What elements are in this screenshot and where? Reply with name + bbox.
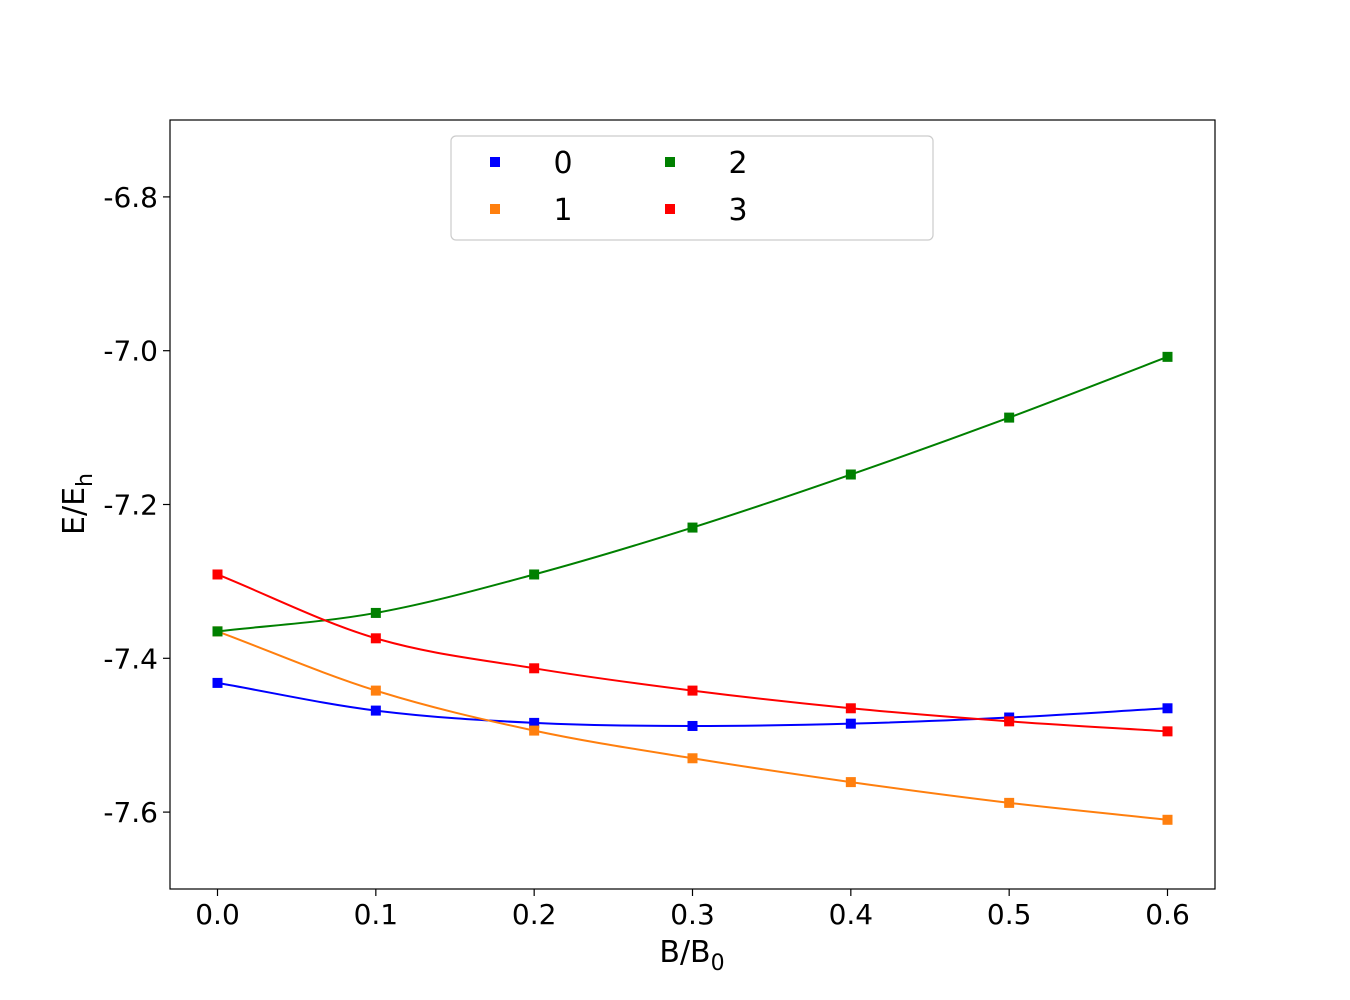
legend-marker (665, 157, 675, 167)
data-point (845, 469, 856, 480)
x-axis-label-subscript: 0 (711, 951, 725, 976)
x-tick-label: 0.6 (1145, 898, 1190, 931)
data-point (212, 569, 223, 580)
data-point (845, 777, 856, 788)
data-point (1162, 703, 1173, 714)
data-point (687, 522, 698, 533)
data-point (1004, 412, 1015, 423)
legend: 0 1 2 3 (450, 135, 934, 241)
legend-marker (665, 204, 675, 214)
y-axis: -6.8 -7.0 -7.2 -7.4 -7.6 (103, 181, 170, 829)
data-point (529, 725, 540, 736)
data-point (1004, 797, 1015, 808)
data-point (1162, 814, 1173, 825)
legend-label: 0 (553, 146, 572, 181)
x-axis: 0.0 0.1 0.2 0.3 0.4 0.5 0.6 (195, 889, 1190, 931)
x-tick-label: 0.2 (512, 898, 557, 931)
series-2 (212, 351, 1173, 637)
data-point (687, 753, 698, 764)
data-point (529, 663, 540, 674)
y-tick-label: -7.0 (103, 335, 158, 368)
x-tick-label: 0.4 (829, 898, 874, 931)
x-tick-label: 0.0 (195, 898, 240, 931)
series-1 (212, 626, 1173, 825)
legend-label: 1 (553, 193, 572, 228)
legend-label: 3 (728, 193, 747, 228)
x-tick-label: 0.3 (670, 898, 715, 931)
y-axis-label-subscript: h (73, 473, 98, 487)
y-axis-label: E/Eh (57, 473, 98, 535)
legend-marker (490, 204, 500, 214)
y-tick-label: -7.6 (103, 796, 158, 829)
y-tick-label: -7.4 (103, 642, 158, 675)
data-point (529, 569, 540, 580)
data-point (845, 703, 856, 714)
data-point (212, 677, 223, 688)
y-tick-label: -6.8 (103, 181, 158, 214)
data-point (529, 717, 540, 728)
x-tick-label: 0.5 (987, 898, 1032, 931)
data-point (687, 720, 698, 731)
data-point (370, 607, 381, 618)
y-tick-label: -7.2 (103, 489, 158, 522)
data-point (1162, 351, 1173, 362)
data-point (1162, 726, 1173, 737)
legend-frame (450, 135, 934, 241)
x-axis-label: B/B0 (659, 935, 724, 976)
legend-label: 2 (728, 146, 747, 181)
series-3 (212, 569, 1173, 737)
series-layer (212, 351, 1173, 825)
data-point (687, 685, 698, 696)
legend-marker (490, 157, 500, 167)
data-point (370, 685, 381, 696)
data-point (845, 718, 856, 729)
data-point (370, 633, 381, 644)
x-tick-label: 0.1 (354, 898, 399, 931)
data-point (1004, 716, 1015, 727)
data-point (212, 626, 223, 637)
data-point (370, 705, 381, 716)
